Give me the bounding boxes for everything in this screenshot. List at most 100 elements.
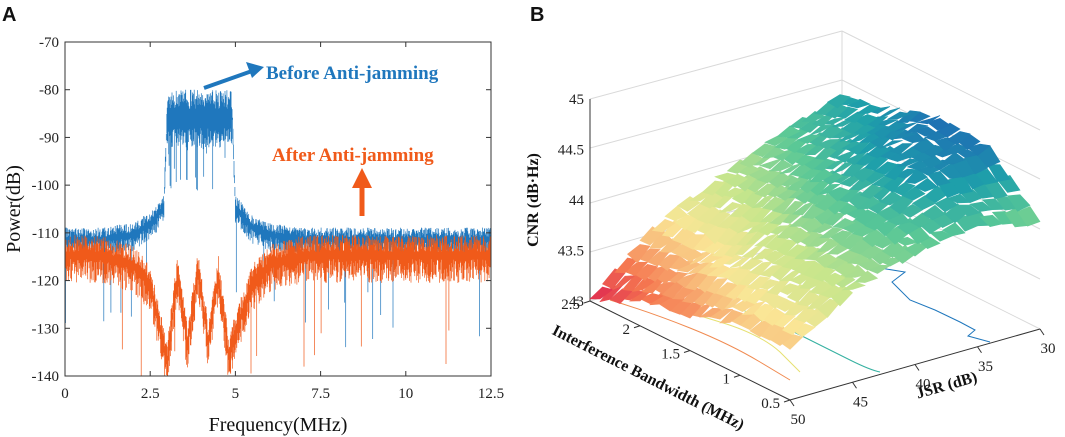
surface-patch: [769, 159, 794, 172]
y-tick-label: -110: [32, 226, 59, 242]
surface-patch: [664, 205, 689, 222]
plot-area-a: [65, 42, 491, 376]
x-tick-label: 7.5: [311, 386, 330, 402]
surface-patch: [794, 305, 819, 323]
spectrum-chart: 0 2.5 5 7.5 10 12.5 -70 -80 -90 -100 -110 -120 -130 -…: [3, 35, 504, 436]
surface-patch: [901, 186, 926, 201]
surface-patch: [639, 293, 664, 305]
surface-patch: [859, 183, 884, 199]
surface-patch: [796, 290, 821, 307]
y-tick-label: -90: [39, 130, 59, 146]
surface-patch: [816, 139, 841, 150]
bw-tick-label: 1: [723, 371, 731, 387]
surface-patch: [826, 94, 851, 109]
surface-patch: [791, 260, 816, 275]
surface-patch: [746, 276, 771, 291]
bw-tick-label: 2.5: [561, 297, 580, 313]
x-axis-label-a: Frequency(MHz): [209, 414, 348, 436]
surface-patch: [891, 182, 916, 196]
surface-patch: [716, 266, 741, 279]
bw-tick-mark: [683, 350, 691, 353]
surface-patch: [764, 234, 789, 251]
x-tick-label: 2.5: [141, 386, 160, 402]
surface-patch: [739, 257, 764, 270]
surface-patch: [941, 222, 966, 237]
surface-patch: [634, 263, 659, 281]
surface-patch: [854, 114, 879, 127]
surface-patch: [917, 115, 941, 125]
z-axis-label-b: CNR (dB·Hz): [525, 153, 542, 247]
surface-patch: [681, 234, 706, 250]
grid-line: [589, 30, 843, 100]
surface-patch: [739, 152, 764, 168]
surface-patch: [816, 183, 841, 195]
bw-tick-label: 0.5: [761, 396, 780, 412]
surface-patch: [934, 197, 959, 213]
z-tick-label: 43: [569, 294, 584, 310]
surface-patch: [719, 309, 744, 324]
cnr-surface-chart: 45 44.5 44 43.5 432.5 2 1.5 1 0.5 50 45 40 35 30 CNR …: [525, 30, 1056, 434]
z-tick-label: 44: [569, 193, 585, 209]
surface-patch: [784, 244, 809, 258]
surface-patch: [627, 244, 651, 264]
jsr-tick-mark: [914, 364, 920, 371]
surface-patch: [877, 107, 901, 119]
surface-patch: [776, 283, 801, 296]
bw-tick-mark: [583, 300, 591, 304]
contour-line: [789, 329, 881, 373]
surface-patch: [884, 120, 909, 132]
surface-patch: [926, 117, 951, 131]
surface-patch: [831, 217, 856, 229]
surface-patch: [874, 119, 898, 126]
x-tick-label: 10: [398, 386, 413, 402]
jsr-tick-mark: [789, 399, 795, 407]
bw-tick-mark: [733, 374, 741, 378]
surface-patch: [1006, 194, 1031, 212]
surface-patch: [809, 124, 833, 136]
surface-patch: [841, 281, 866, 291]
surface-patch: [744, 288, 769, 305]
jsr-axis-label-b: JSR (dB): [914, 369, 979, 403]
panel-letter-a: A: [2, 4, 16, 26]
cnr-surface: [589, 94, 1041, 350]
surface-patch: [889, 143, 914, 155]
jsr-tick-label: 40: [916, 377, 931, 393]
bw-tick-mark: [783, 399, 791, 403]
y-tick-label: -100: [32, 178, 60, 194]
annotation-before: Before Anti-jamming: [266, 63, 439, 84]
x-tick-label: 12.5: [478, 386, 504, 402]
jsr-tick-label: 30: [1041, 341, 1056, 357]
x-tick-label: 5: [232, 386, 240, 402]
contour-line: [879, 267, 991, 343]
surface-patch: [671, 225, 696, 244]
surface-patch: [956, 204, 981, 217]
surface-patch: [776, 125, 801, 138]
z-tick-label: 45: [569, 92, 584, 108]
plot-frame-a: [64, 41, 492, 377]
surface-patch: [751, 143, 776, 158]
surface-patch: [1017, 206, 1041, 227]
surface-patch: [966, 143, 991, 156]
surface-patch: [714, 172, 739, 182]
axis-ticks-a: 0 2.5 5 7.5 10 12.5 -70 -80 -90 -100 -110 -120 -130 -…: [32, 35, 505, 402]
bw-tick-label: 2: [623, 322, 631, 338]
surface-patch: [736, 164, 761, 176]
jsr-tick-mark: [977, 346, 982, 354]
after-arrow-head: [352, 168, 372, 188]
surface-patch: [866, 143, 891, 159]
jsr-tick-label: 50: [791, 412, 806, 428]
surface-patch: [946, 131, 971, 145]
x-tick-label: 0: [61, 386, 69, 402]
jsr-tick-mark: [1039, 328, 1045, 336]
surface-patch: [718, 201, 744, 213]
grid-line: [841, 30, 1041, 131]
surface-patch: [651, 218, 676, 233]
contour-line: [609, 299, 791, 381]
surface-patch: [876, 206, 901, 221]
z-tick-label: 43.5: [558, 244, 584, 260]
jsr-tick-mark: [852, 381, 857, 389]
y-tick-label: -130: [32, 321, 60, 337]
surface-patch: [764, 135, 789, 147]
surface-patch: [904, 123, 929, 134]
